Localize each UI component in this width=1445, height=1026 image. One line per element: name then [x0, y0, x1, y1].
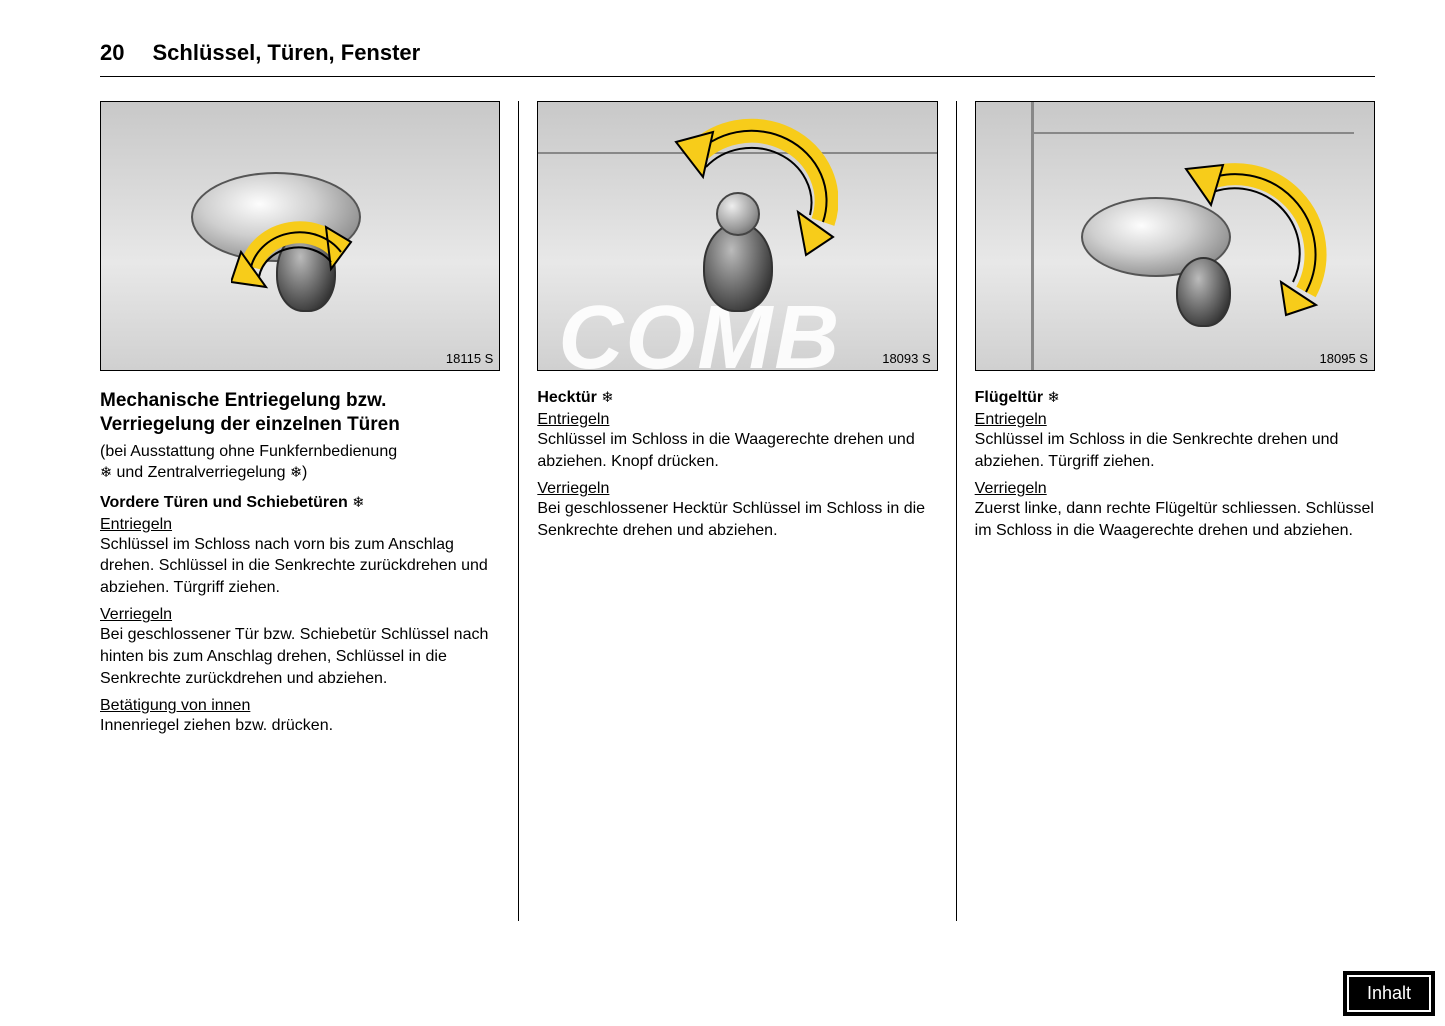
- unlock-text: Schlüssel im Schloss in die Senkrechte d…: [975, 429, 1375, 472]
- panel-line: [1031, 102, 1034, 370]
- page-number: 20: [100, 40, 124, 66]
- snowflake-icon: ❄: [352, 495, 364, 511]
- section-heading: Mechanische Entriegelung bzw. Verriegelu…: [100, 389, 500, 437]
- columns-row: 18115 S Mechanische Entriegelung bzw. Ve…: [100, 101, 1375, 921]
- sub-heading-label: Hecktür: [537, 389, 601, 406]
- unlock-text: Schlüssel im Schloss in die Waagerechte …: [537, 429, 937, 472]
- lock-text: Zuerst linke, dann rechte Flügeltür schl…: [975, 498, 1375, 541]
- sub-heading-wingdoor: Flügeltür ❄: [975, 389, 1375, 407]
- panel-line: [1034, 132, 1354, 134]
- rotation-arrow-icon: [1181, 157, 1341, 317]
- figure-label: 18115 S: [446, 351, 493, 366]
- sub-heading-label: Vordere Türen und Schiebetüren: [100, 494, 352, 511]
- figure-label: 18093 S: [882, 351, 930, 366]
- page-header: 20 Schlüssel, Türen, Fenster: [100, 40, 1375, 77]
- column-2: COMB 18093 S Hecktür ❄ Entriegeln: [518, 101, 955, 921]
- unlock-label: Entriegeln: [975, 411, 1375, 429]
- unlock-label: Entriegeln: [537, 411, 937, 429]
- sub-heading-front-doors: Vordere Türen und Schiebetüren ❄: [100, 494, 500, 512]
- sub-heading-tailgate: Hecktür ❄: [537, 389, 937, 407]
- unlock-label: Entriegeln: [100, 516, 500, 534]
- lock-text: Bei geschlossener Hecktür Schlüssel im S…: [537, 498, 937, 541]
- snowflake-icon: ❄: [290, 464, 302, 483]
- subtext-c: ): [302, 464, 307, 481]
- snowflake-icon: ❄: [100, 464, 112, 483]
- snowflake-icon: ❄: [1048, 390, 1060, 406]
- page-container: 20 Schlüssel, Türen, Fenster: [0, 0, 1445, 961]
- column-1: 18115 S Mechanische Entriegelung bzw. Ve…: [100, 101, 518, 921]
- contents-button[interactable]: Inhalt: [1343, 971, 1435, 1016]
- unlock-text: Schlüssel im Schloss nach vorn bis zum A…: [100, 534, 500, 599]
- figure-label: 18095 S: [1320, 351, 1368, 366]
- lock-label: Verriegeln: [537, 480, 937, 498]
- background-text: COMB: [558, 287, 841, 371]
- rotation-arrow-icon: [658, 117, 838, 267]
- lock-label: Verriegeln: [975, 480, 1375, 498]
- rotation-arrow-icon: [231, 197, 361, 297]
- section-subtext: (bei Ausstattung ohne Funkfernbedienung …: [100, 441, 500, 484]
- snowflake-icon: ❄: [601, 390, 613, 406]
- sub-heading-label: Flügeltür: [975, 389, 1048, 406]
- figure-1: 18115 S: [100, 101, 500, 371]
- figure-2: COMB 18093 S: [537, 101, 937, 371]
- figure-3: 18095 S: [975, 101, 1375, 371]
- lock-label: Verriegeln: [100, 606, 500, 624]
- subtext-b: und Zentralverriegelung: [112, 464, 290, 481]
- subtext-a: (bei Ausstattung ohne Funkfernbedienung: [100, 443, 397, 460]
- column-3: 18095 S Flügeltür ❄ Entriegeln Schlüssel…: [956, 101, 1375, 921]
- inside-label: Betätigung von innen: [100, 697, 500, 715]
- lock-text: Bei geschlossener Tür bzw. Schiebetür Sc…: [100, 624, 500, 689]
- inside-text: Innenriegel ziehen bzw. drücken.: [100, 715, 500, 737]
- chapter-title: Schlüssel, Türen, Fenster: [152, 40, 420, 66]
